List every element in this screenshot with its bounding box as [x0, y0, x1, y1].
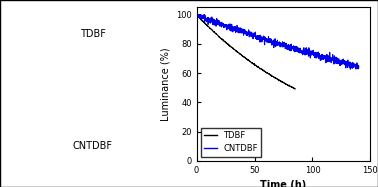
CNTDBF: [222, 27, 226, 29]
CNTDBF: [216, 19, 220, 21]
TDBF: [239, 53, 243, 56]
TDBF: [293, 88, 297, 90]
CNTDBF: [265, 37, 269, 40]
Y-axis label: Luminance (%): Luminance (%): [160, 47, 170, 121]
Text: TDBF: TDBF: [80, 29, 105, 39]
Line: TDBF: TDBF: [197, 15, 295, 89]
Legend: TDBF, CNTDBF: TDBF, CNTDBF: [201, 128, 261, 157]
TDBF: [212, 30, 216, 33]
TDBF: [220, 38, 224, 40]
CNTDBF: [283, 47, 288, 50]
CNTDBF: [348, 68, 353, 70]
TDBF: [260, 69, 265, 71]
TDBF: [194, 14, 199, 16]
CNTDBF: [356, 65, 361, 67]
Text: CNTDBF: CNTDBF: [73, 141, 113, 151]
X-axis label: Time (h): Time (h): [260, 180, 307, 187]
TDBF: [268, 74, 273, 76]
TDBF: [253, 64, 257, 66]
CNTDBF: [194, 14, 199, 16]
CNTDBF: [280, 42, 284, 45]
CNTDBF: [249, 32, 254, 35]
Line: CNTDBF: CNTDBF: [197, 15, 359, 69]
